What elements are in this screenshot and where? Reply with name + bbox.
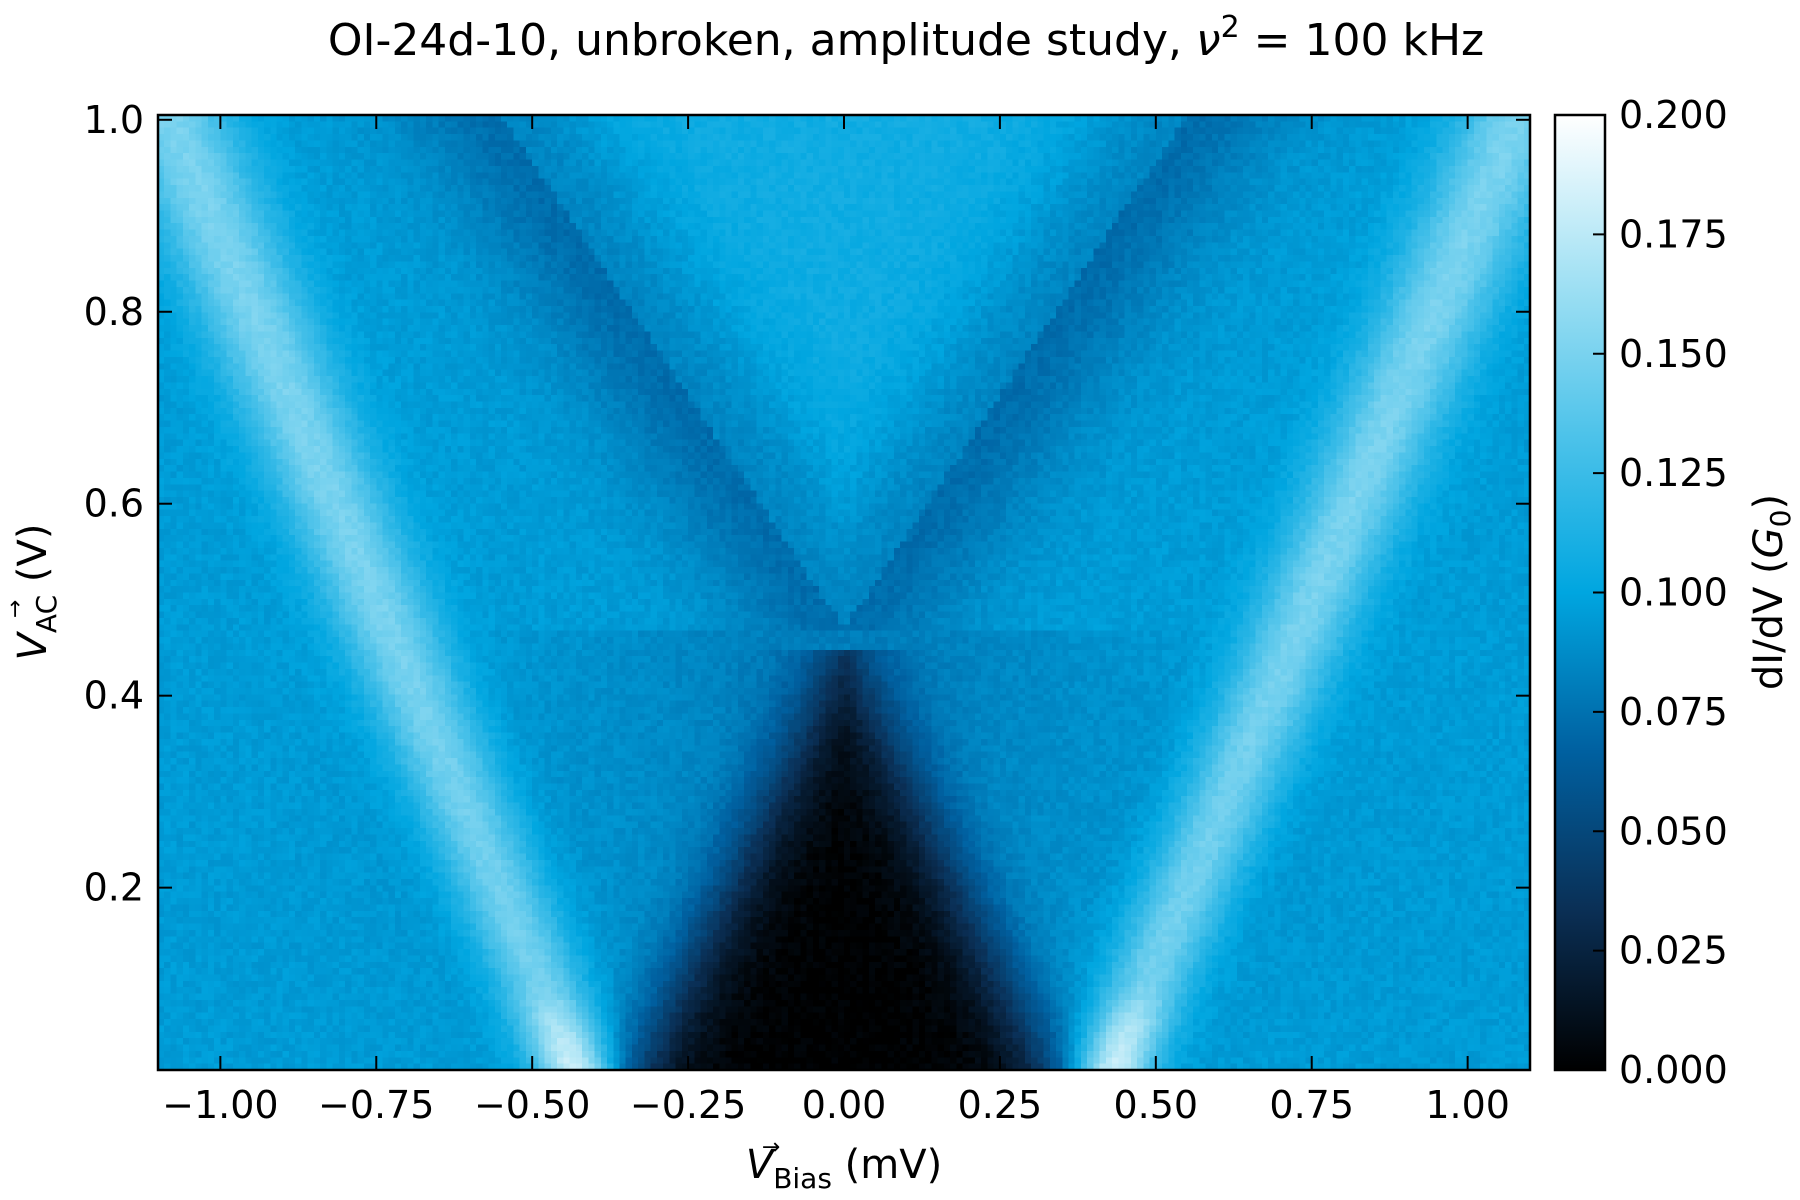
x-tick-label: −1.00 bbox=[162, 1083, 278, 1127]
y-axis-label-unit: (V) bbox=[10, 524, 56, 595]
colorbar-tick-label: 0.200 bbox=[1619, 93, 1728, 137]
x-tick-label: 0.50 bbox=[1114, 1083, 1199, 1127]
colorbar-tick-label: 0.075 bbox=[1619, 690, 1728, 734]
colorbar-label-sub: 0 bbox=[1764, 510, 1797, 528]
y-axis-label-v: V bbox=[10, 630, 56, 660]
colorbar: 0.000 0.025 0.050 0.075 0.100 0.125 0.150 0.175… bbox=[1553, 93, 1797, 1092]
x-tick-label: −0.75 bbox=[318, 1083, 434, 1127]
y-tick-label: 0.2 bbox=[84, 866, 144, 910]
y-axis-label: VAC (V) bbox=[10, 524, 63, 661]
colorbar-label: dI/dV (G0) bbox=[1746, 494, 1797, 690]
colorbar-tick-label: 0.175 bbox=[1619, 212, 1728, 256]
x-tick-label: 0.00 bbox=[802, 1083, 887, 1127]
x-axis-label-unit: (mV) bbox=[832, 1142, 942, 1188]
colorbar-label-close: ) bbox=[1746, 494, 1792, 510]
x-axis-ticks: −1.00 −0.75 −0.50 −0.25 0.00 0.25 0.50 0.75 1.00 bbox=[162, 115, 1510, 1127]
chart-title-nu: ν bbox=[1196, 15, 1221, 66]
x-axis-arrow: → bbox=[762, 1135, 780, 1160]
chart-title-superscript: 2 bbox=[1221, 10, 1240, 45]
x-axis-label: VBias (mV) bbox=[746, 1142, 942, 1195]
plot-area bbox=[156, 113, 1532, 1072]
chart-title: OI-24d-10, unbroken, amplitude study, ν2… bbox=[328, 10, 1484, 66]
x-axis-label-sub: Bias bbox=[773, 1162, 832, 1195]
colorbar-label-main: dI/dV ( bbox=[1746, 558, 1792, 690]
x-tick-label: 0.75 bbox=[1269, 1083, 1354, 1127]
colorbar-tick-label: 0.050 bbox=[1619, 809, 1728, 853]
colorbar-tick-label: 0.100 bbox=[1619, 571, 1728, 615]
colorbar-tick-label: 0.125 bbox=[1619, 451, 1728, 495]
x-tick-label: 1.00 bbox=[1425, 1083, 1510, 1127]
y-axis-ticks: 0.2 0.4 0.6 0.8 1.0 bbox=[84, 98, 1530, 910]
heatmap-image bbox=[158, 115, 1530, 1070]
x-tick-label: 0.25 bbox=[958, 1083, 1043, 1127]
y-axis-label-sub: AC bbox=[30, 595, 63, 633]
y-tick-label: 0.6 bbox=[84, 482, 144, 526]
chart-title-main: OI-24d-10, unbroken, amplitude study, bbox=[328, 15, 1196, 66]
y-tick-label: 0.8 bbox=[84, 290, 144, 334]
colorbar-ticks: 0.000 0.025 0.050 0.075 0.100 0.125 0.150 0.175… bbox=[1593, 93, 1728, 1092]
colorbar-tick-label: 0.000 bbox=[1619, 1048, 1728, 1092]
y-tick-label: 1.0 bbox=[84, 98, 144, 142]
colorbar-label-g: G bbox=[1746, 527, 1792, 558]
chart-title-tail: = 100 kHz bbox=[1240, 15, 1484, 66]
x-tick-label: −0.25 bbox=[630, 1083, 746, 1127]
x-axis-label-v: V bbox=[746, 1142, 776, 1188]
colorbar-tick-label: 0.150 bbox=[1619, 332, 1728, 376]
x-tick-label: −0.50 bbox=[474, 1083, 590, 1127]
colorbar-tick-label: 0.025 bbox=[1619, 929, 1728, 973]
y-axis-arrow: → bbox=[3, 600, 28, 618]
y-tick-label: 0.4 bbox=[84, 674, 144, 718]
